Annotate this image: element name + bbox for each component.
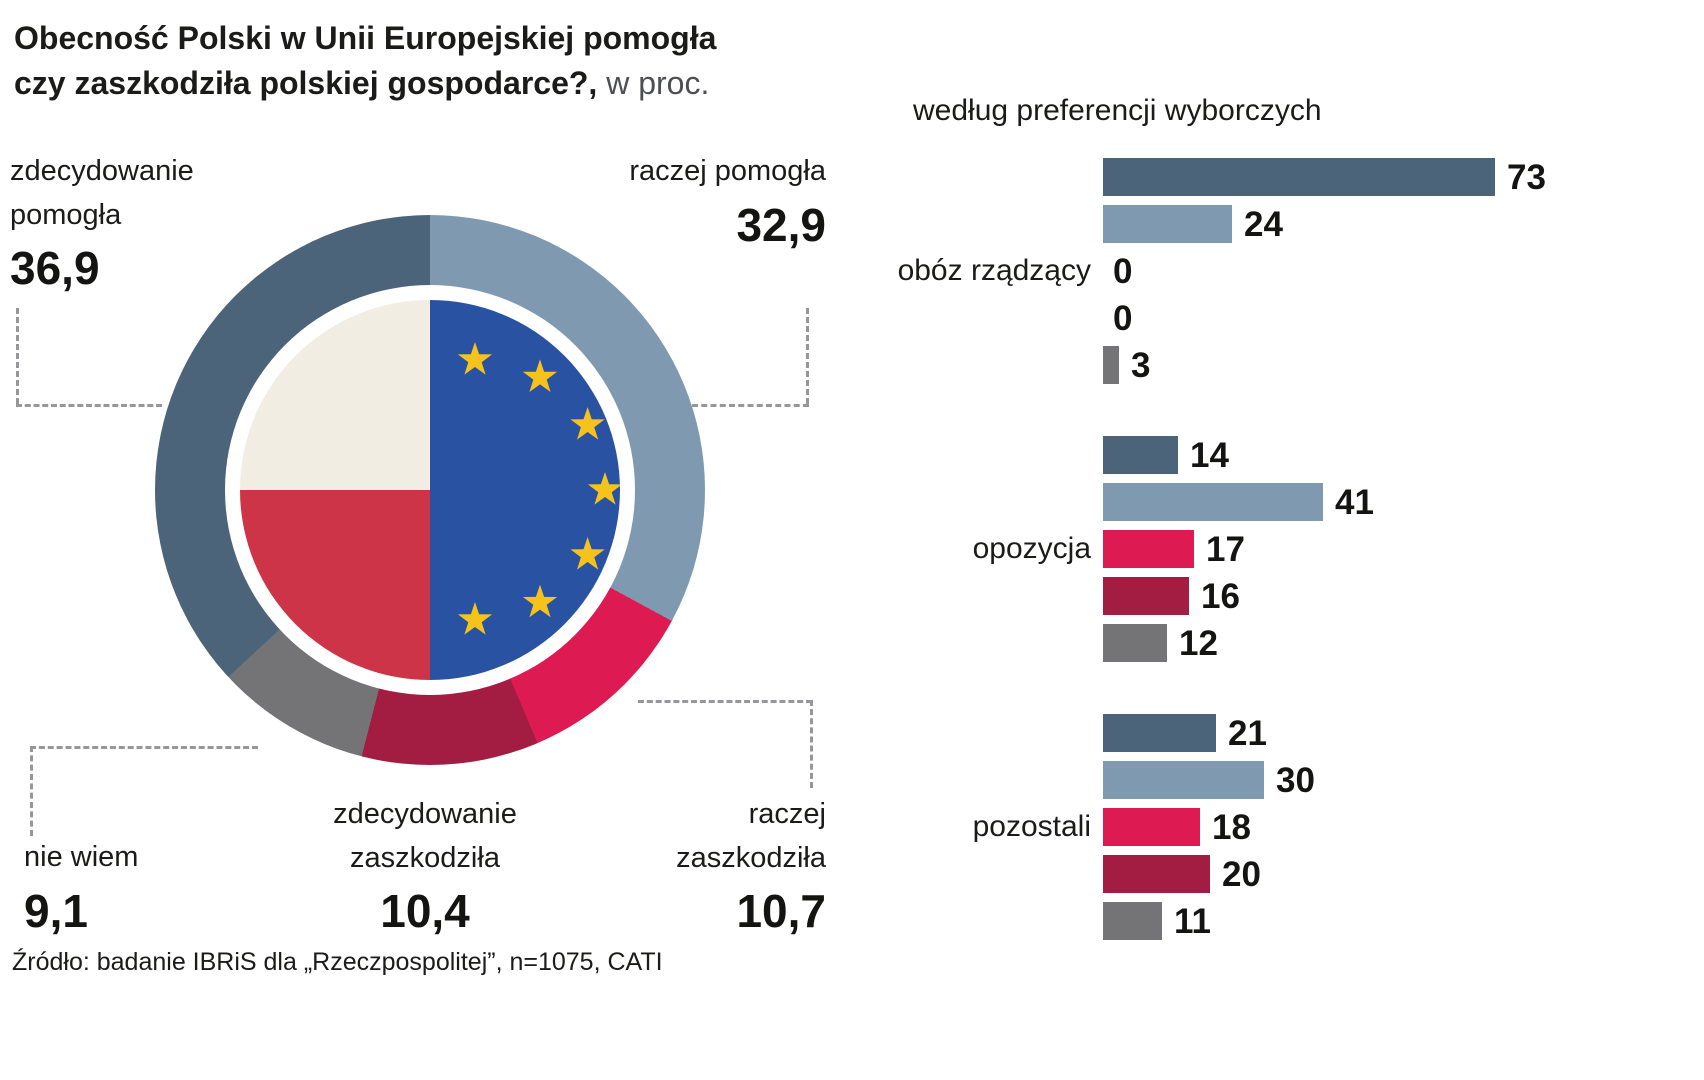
bar-row: 12	[1103, 624, 1663, 662]
donut-label-nie-wiem: nie wiem 9,1	[24, 836, 264, 934]
bar-row: 20	[1103, 855, 1663, 893]
bar-group-label: pozostali	[972, 810, 1091, 843]
title-line1: Obecność Polski w Unii Europejskiej pomo…	[14, 20, 717, 56]
bar	[1103, 483, 1323, 521]
donut-label-zdecydowanie-pomogla: zdecydowanie pomogła 36,9	[10, 150, 260, 291]
bar-row: 30	[1103, 761, 1663, 799]
source-note: Źródło: badanie IBRiS dla „Rzeczpospolit…	[12, 948, 663, 976]
bar-value: 0	[1113, 298, 1133, 338]
bar-value: 21	[1228, 713, 1267, 753]
connector-raczej-zaszkodzila-vertical	[810, 700, 813, 788]
connector-nie-wiem-vertical	[30, 746, 33, 836]
segment-value: 9,1	[24, 884, 88, 937]
page-title: Obecność Polski w Unii Europejskiej pomo…	[14, 16, 716, 107]
bar	[1103, 855, 1210, 893]
bar-group-label: opozycja	[972, 532, 1091, 565]
bars-panel: obóz rządzący 73 24 0 0 3 opozycja 14 41 17 16 12 po…	[898, 158, 1663, 992]
bar-group: opozycja 14 41 17 16 12	[973, 436, 1663, 662]
bar	[1103, 346, 1119, 384]
bar	[1103, 436, 1178, 474]
title-line2: czy zaszkodziła polskiej gospodarce?,	[14, 65, 598, 102]
connector-raczej-pomogla-horizontal	[655, 404, 809, 407]
bar-value: 14	[1190, 435, 1229, 475]
donut-label-raczej-zaszkodzila: raczej zaszkodziła 10,7	[622, 793, 826, 934]
bar-row: 11	[1103, 902, 1663, 940]
eu-flag-blue-field	[430, 300, 620, 680]
segment-value: 32,9	[736, 198, 826, 251]
bar	[1103, 577, 1189, 615]
donut-label-raczej-pomogla: raczej pomogła 32,9	[586, 150, 826, 248]
bar	[1103, 624, 1167, 662]
bar-value: 17	[1206, 529, 1245, 569]
segment-label: raczej pomogła	[629, 155, 826, 187]
bar-value: 24	[1244, 204, 1283, 244]
bar-row: 3	[1103, 346, 1663, 384]
donut-chart	[155, 215, 705, 765]
segment-value: 36,9	[10, 242, 100, 294]
segment-value: 10,4	[380, 885, 470, 937]
bars-title: według preferencji wyborczych	[913, 94, 1322, 127]
donut-label-zdecydowanie-zaszkodzila: zdecydowanie zaszkodziła 10,4	[268, 793, 582, 934]
connector-raczej-zaszkodzila-horizontal	[638, 700, 812, 703]
segment-label: raczej zaszkodziła	[676, 798, 826, 874]
bar-value: 18	[1212, 807, 1251, 847]
bar-value: 0	[1113, 251, 1133, 291]
bar-row: 41	[1103, 483, 1663, 521]
bar-row: 16	[1103, 577, 1663, 615]
poland-flag-red-field	[240, 490, 430, 680]
segment-label: zdecydowanie pomogła	[10, 155, 194, 231]
poland-flag-white-field	[240, 300, 430, 490]
connector-zdecydowanie-pomogla-vertical	[16, 308, 19, 404]
bar-row: 21	[1103, 714, 1663, 752]
bar-value: 20	[1222, 854, 1261, 894]
bar-value: 16	[1201, 576, 1240, 616]
bar-value: 11	[1174, 901, 1211, 941]
bar-group: pozostali 21 30 18 20 11	[973, 714, 1663, 940]
bar	[1103, 158, 1495, 196]
bar-value: 3	[1131, 345, 1151, 385]
bar-group-label: obóz rządzący	[897, 254, 1091, 287]
connector-nie-wiem-horizontal	[30, 746, 258, 749]
bar	[1103, 761, 1264, 799]
bar-value: 41	[1335, 482, 1374, 522]
segment-value: 10,7	[736, 885, 826, 937]
bar-row: 18	[1103, 808, 1663, 846]
bar	[1103, 902, 1162, 940]
bar	[1103, 205, 1232, 243]
bar-value: 12	[1179, 623, 1218, 663]
segment-label: nie wiem	[24, 841, 139, 873]
bar-group: obóz rządzący 73 24 0 0 3	[898, 158, 1663, 384]
bar-row: 24	[1103, 205, 1663, 243]
connector-raczej-pomogla-vertical	[806, 308, 809, 404]
bar-row: 73	[1103, 158, 1663, 196]
bar-row: 14	[1103, 436, 1663, 474]
title-unit: w proc.	[606, 65, 710, 102]
bar-row: 0	[1103, 252, 1663, 290]
bar-row: 0	[1103, 299, 1663, 337]
bar	[1103, 714, 1216, 752]
bar-row: 17	[1103, 530, 1663, 568]
segment-label: zdecydowanie zaszkodziła	[333, 798, 517, 874]
poland-eu-flag-image	[240, 300, 620, 680]
connector-zdecydowanie-pomogla-horizontal	[16, 404, 162, 407]
bar	[1103, 808, 1200, 846]
bar-value: 30	[1276, 760, 1315, 800]
bar	[1103, 530, 1194, 568]
bar-value: 73	[1507, 157, 1546, 197]
